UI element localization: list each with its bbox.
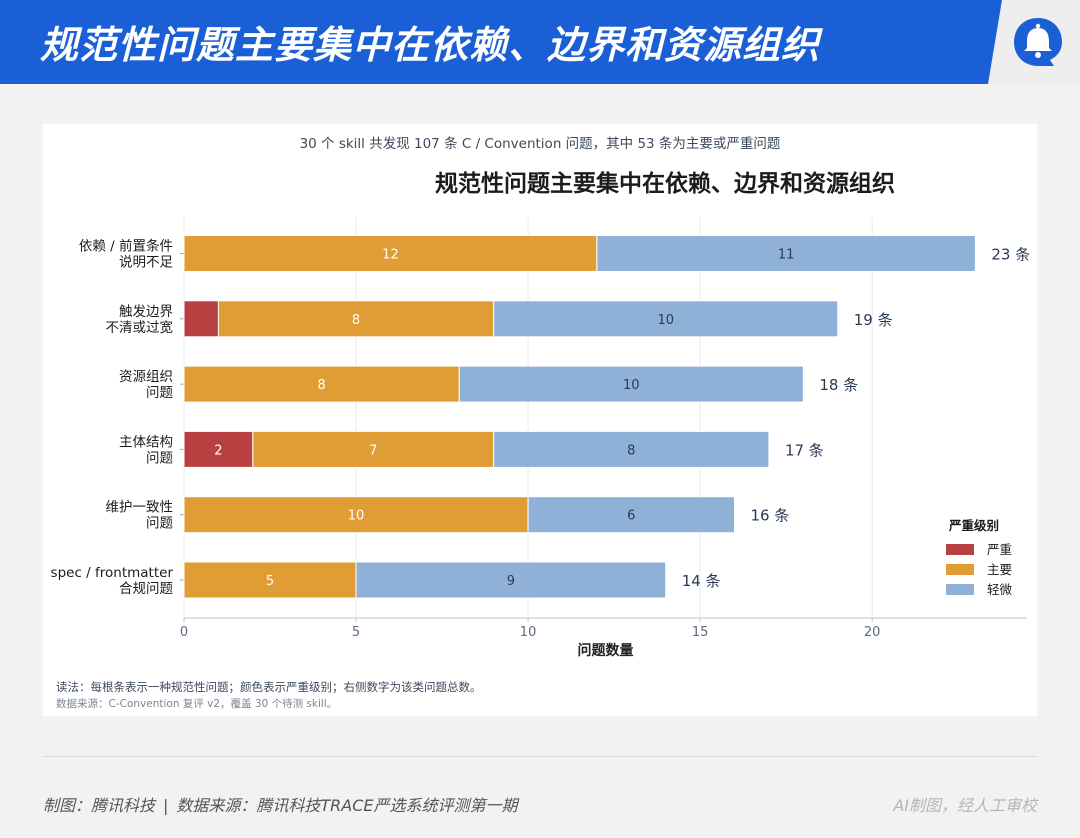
bar-total-label: 18 条	[819, 376, 858, 394]
bar-segment	[458, 365, 804, 403]
bar-segment	[183, 300, 219, 338]
bar-value-label: 8	[317, 378, 325, 393]
chart-subtitle: 30 个 skill 共发现 107 条 C / Convention 问题，其…	[299, 136, 781, 152]
legend-label: 轻微	[987, 582, 1013, 597]
y-category-label: 问题	[146, 450, 173, 466]
legend-swatch	[946, 564, 974, 575]
footer-ai-note: AI制图，经人工审校	[893, 796, 1037, 815]
legend-swatch	[946, 584, 974, 595]
x-tick-label: 10	[520, 625, 537, 640]
y-category-label: 资源组织	[119, 369, 173, 385]
footer-separator: |	[163, 796, 169, 815]
chart-card: 30 个 skill 共发现 107 条 C / Convention 问题，其…	[43, 124, 1037, 716]
bar-value-label: 6	[627, 509, 635, 524]
bar-value-label: 9	[507, 574, 515, 589]
bar-total-label: 14 条	[682, 572, 721, 590]
footer-source: 数据来源：腾讯科技TRACE严选系统评测第一期	[176, 796, 518, 815]
footer-divider	[43, 756, 1037, 757]
bar-value-label: 5	[266, 574, 274, 589]
x-tick-label: 15	[692, 625, 709, 640]
bell-bubble-icon	[1014, 18, 1062, 66]
page-title: 规范性问题主要集中在依赖、边界和资源组织	[40, 23, 821, 67]
bar-value-label: 7	[369, 443, 377, 458]
legend-title: 严重级别	[948, 518, 999, 533]
bar-segment	[252, 430, 495, 468]
bar-value-label: 8	[627, 443, 635, 458]
x-tick-label: 0	[180, 625, 188, 640]
legend-label: 主要	[987, 562, 1012, 577]
bar-segment	[183, 496, 529, 534]
y-category-label: 依赖 / 前置条件	[79, 238, 173, 255]
y-category-label: 维护一致性	[106, 500, 174, 516]
y-category-label: 主体结构	[119, 434, 173, 450]
x-tick-label: 5	[352, 625, 360, 640]
bar-segment	[493, 300, 839, 338]
x-axis-label: 问题数量	[578, 642, 634, 659]
chart-title: 规范性问题主要集中在依赖、边界和资源组织	[435, 171, 895, 197]
y-category-label: 触发边界	[119, 304, 173, 320]
bar-total-label: 23 条	[991, 246, 1030, 264]
y-category-label: 问题	[146, 516, 173, 532]
y-category-label: 问题	[146, 385, 173, 401]
bar-total-label: 19 条	[854, 311, 893, 329]
bar-segment	[596, 235, 976, 272]
source-note: 数据来源：C-Convention 复评 v2，覆盖 30 个待测 skill。	[56, 698, 338, 710]
bar-segment	[183, 430, 254, 468]
footer-credit: 制图：腾讯科技	[43, 796, 156, 815]
x-tick-label: 20	[864, 625, 881, 640]
bar-segment	[217, 300, 495, 338]
bar-value-label: 11	[778, 248, 795, 263]
bar-segment	[183, 561, 357, 599]
footer-credits: 制图：腾讯科技 | 数据来源：腾讯科技TRACE严选系统评测第一期	[43, 792, 518, 816]
y-category-label: 不清或过宽	[106, 319, 174, 336]
y-category-label: spec / frontmatter	[51, 565, 174, 581]
bar-value-label: 2	[214, 443, 222, 458]
legend-swatch	[946, 544, 974, 555]
bar-total-label: 17 条	[785, 441, 824, 459]
bar-value-label: 10	[657, 313, 674, 328]
legend-label: 严重	[987, 542, 1012, 557]
bar-segment	[493, 430, 770, 468]
header-banner: 规范性问题主要集中在依赖、边界和资源组织	[0, 0, 1080, 84]
bar-segment	[527, 496, 736, 534]
y-category-label: 合规问题	[119, 581, 173, 597]
bar-total-label: 16 条	[751, 507, 790, 525]
bar-segment	[183, 365, 460, 403]
bar-value-label: 10	[623, 378, 640, 393]
y-category-label: 说明不足	[119, 255, 173, 271]
bar-value-label: 12	[382, 248, 399, 263]
bar-value-label: 8	[352, 313, 360, 328]
reading-note: 读法：每根条表示一种规范性问题；颜色表示严重级别；右侧数字为该类问题总数。	[56, 680, 482, 694]
bar-segment	[355, 561, 667, 599]
bar-value-label: 10	[348, 509, 365, 524]
